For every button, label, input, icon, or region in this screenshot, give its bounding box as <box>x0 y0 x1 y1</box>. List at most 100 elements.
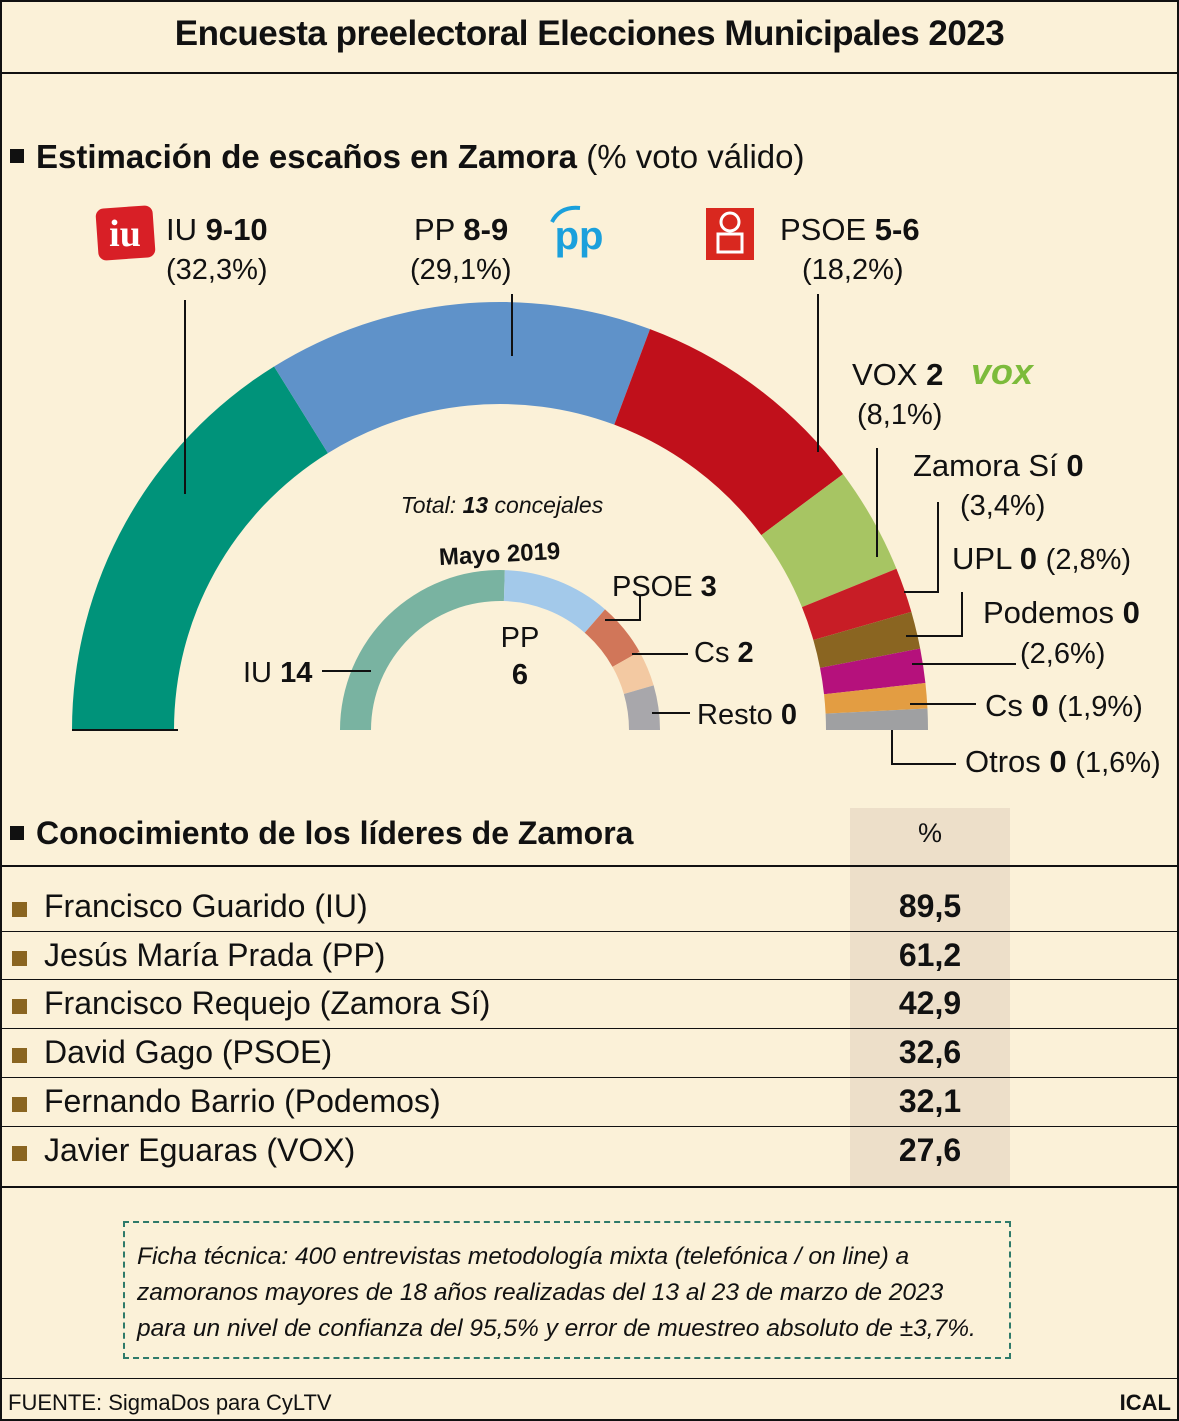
ficha-tecnica: Ficha técnica: 400 entrevistas metodolog… <box>123 1221 1011 1359</box>
arc-2023-upl <box>813 611 921 668</box>
arc-2023-cs <box>824 683 928 714</box>
row-bullet-icon <box>12 1145 27 1161</box>
table-row: Javier Eguaras (VOX) 27,6 <box>0 1128 1179 1174</box>
seats-chart: iu pp vox IU 9-10 (32,3%) PP 8-9 (29,1%)… <box>72 205 1161 779</box>
arc-2023-vox <box>761 474 897 608</box>
table-value-column-shade <box>850 808 1010 1186</box>
leader-otros <box>891 730 956 765</box>
row-divider <box>0 979 1179 981</box>
label-pp-2019: PP <box>501 622 540 654</box>
table-top-rule <box>0 865 1179 867</box>
arc-2019-resto <box>623 685 660 730</box>
pct-iu: (32,3%) <box>166 254 268 286</box>
leader-name: Francisco Guarido (IU) <box>44 888 368 924</box>
row-bullet-icon <box>12 902 27 917</box>
table-row: Fernando Barrio (Podemos) 32,1 <box>0 1079 1179 1125</box>
row-divider <box>0 1028 1179 1030</box>
section-seats-heading: Estimación de escaños en Zamora (% voto … <box>10 138 804 176</box>
arc-2023-zamora-sí <box>801 568 912 641</box>
total-label: Total: 13 concejales <box>401 492 604 518</box>
value-pp-2019: 6 <box>512 659 528 691</box>
table-row: Jesús María Prada (PP) 61,2 <box>0 933 1179 979</box>
leader-value: 42,9 <box>898 985 962 1022</box>
row-bullet-icon <box>12 1096 27 1112</box>
arc-2019-psoe <box>584 609 640 667</box>
arc-2019-pp <box>503 570 606 633</box>
leader-name: Francisco Requejo (Zamora Sí) <box>44 985 491 1022</box>
section-seats-subtitle: (% voto válido) <box>586 138 805 175</box>
leader-name: Jesús María Prada (PP) <box>44 936 386 973</box>
footer-rule <box>0 1378 1179 1379</box>
ficha-line: Ficha técnica: 400 entrevistas metodolog… <box>137 1243 910 1270</box>
label-iu-2019: IU 14 <box>243 657 312 689</box>
leader-name: Fernando Barrio (Podemos) <box>44 1082 441 1119</box>
label-vox: VOX 2 <box>852 357 943 392</box>
table-pct-header: % <box>917 818 942 848</box>
label-leader-lines <box>184 294 1016 765</box>
arc-2023-podemos <box>820 648 926 695</box>
row-divider <box>0 930 1179 932</box>
pct-vox: (8,1%) <box>857 399 942 431</box>
arc-2019-iu <box>340 570 505 730</box>
section-seats-title: Estimación de escaños en Zamora <box>36 138 578 175</box>
row-bullet-icon <box>12 1048 27 1064</box>
label-resto-2019: Resto 0 <box>697 699 797 731</box>
label-podemos: Podemos 0 <box>983 595 1140 630</box>
pct-pp: (29,1%) <box>410 254 512 286</box>
svg-text:iu: iu <box>109 213 141 255</box>
pct-psoe: (18,2%) <box>802 254 904 286</box>
arc-2023-otros <box>825 708 928 730</box>
leader-value: 32,1 <box>898 1082 962 1119</box>
ficha-line: zamoranos mayores de 18 años realizadas … <box>137 1279 944 1306</box>
arc-2023-iu <box>72 366 328 730</box>
section-leaders-title: Conocimiento de los líderes de Zamora <box>36 815 634 851</box>
ficha-line: para un nivel de confianza del 95,5% y e… <box>137 1315 976 1342</box>
table-bottom-rule <box>0 1186 1179 1188</box>
page-title: Encuesta preelectoral Elecciones Municip… <box>174 14 1005 53</box>
leader-name: Javier Eguaras (VOX) <box>44 1131 356 1168</box>
label-psoe-2019: PSOE 3 <box>612 571 717 603</box>
section-leaders-heading: Conocimiento de los líderes de Zamora <box>10 815 633 852</box>
seats-2019-arcs <box>340 570 660 730</box>
label-cs-2019: Cs 2 <box>694 637 754 669</box>
psoe-rose-icon <box>706 208 754 260</box>
label-psoe: PSOE 5-6 <box>780 212 920 247</box>
pct-podemos: (2,6%) <box>1020 638 1105 670</box>
title-rule <box>0 72 1179 74</box>
section-square-icon <box>10 825 24 840</box>
arc-2019-cs <box>612 651 654 695</box>
label-2019-title: Mayo 2019 <box>438 538 561 571</box>
table-row: David Gago (PSOE) 32,6 <box>0 1030 1179 1076</box>
label-iu: IU 9-10 <box>166 212 268 247</box>
seats-2023-arcs <box>72 301 928 730</box>
arc-2023-psoe <box>614 329 844 536</box>
leader-psoe-2019 <box>605 596 641 621</box>
leader-upl <box>906 592 963 637</box>
section-square-icon <box>10 149 24 164</box>
leader-value: 89,5 <box>898 888 962 924</box>
row-divider <box>0 1076 1179 1078</box>
label-zamora-si: Zamora Sí 0 <box>913 448 1084 483</box>
leader-value: 27,6 <box>898 1131 962 1168</box>
table-row: Francisco Requejo (Zamora Sí) 42,9 <box>0 981 1179 1027</box>
label-cs: Cs 0 (1,9%) <box>985 688 1143 723</box>
svg-text:pp: pp <box>555 214 604 258</box>
pp-logo-icon: pp <box>550 205 604 258</box>
label-pp: PP 8-9 <box>414 212 508 247</box>
row-divider <box>0 1125 1179 1127</box>
iu-logo-icon: iu <box>95 205 156 261</box>
leader-value: 61,2 <box>898 936 962 973</box>
leader-zamora-si <box>904 502 939 593</box>
vox-logo-icon: vox <box>971 351 1035 392</box>
footer-source: FUENTE: SigmaDos para CyLTV <box>8 1390 332 1415</box>
table-row: Francisco Guarido (IU) 89,5 <box>0 884 1179 930</box>
pct-zamora-si: (3,4%) <box>960 490 1045 522</box>
row-bullet-icon <box>12 999 27 1015</box>
footer-agency: ICAL <box>1119 1390 1171 1415</box>
leader-value: 32,6 <box>898 1034 962 1071</box>
label-upl: UPL 0 (2,8%) <box>952 541 1131 576</box>
leader-name: David Gago (PSOE) <box>44 1034 333 1071</box>
row-bullet-icon <box>12 950 27 966</box>
arc-2023-pp <box>274 301 651 454</box>
